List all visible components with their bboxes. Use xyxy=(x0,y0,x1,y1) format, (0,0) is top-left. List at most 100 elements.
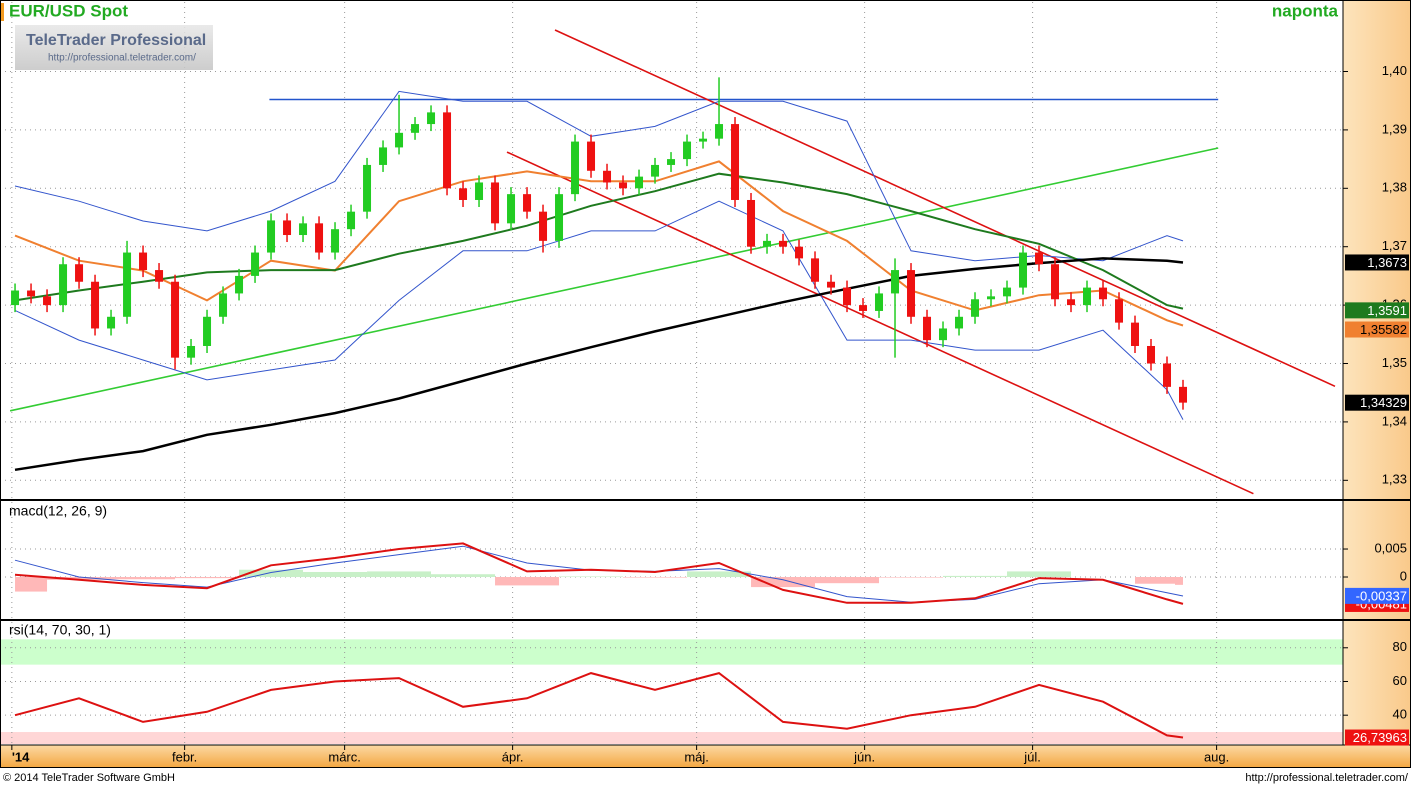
indicator-line xyxy=(14,172,1184,310)
y-tick-label: 60 xyxy=(1393,673,1407,688)
candle-body xyxy=(171,281,180,358)
candle-body xyxy=(27,290,36,297)
candle-body xyxy=(907,270,916,317)
candle-body xyxy=(299,223,308,236)
histogram-bar xyxy=(175,577,240,579)
price-marker-label: 1,3673 xyxy=(1367,255,1407,270)
candle-body xyxy=(683,141,692,160)
histogram-bar xyxy=(751,577,816,588)
plot-layer: 1,331,341,351,361,371,381,391,4000,00540… xyxy=(0,2,1407,744)
candle-body xyxy=(763,240,772,247)
candle-body xyxy=(139,252,148,271)
price-marker xyxy=(1345,394,1409,411)
candle-body xyxy=(1131,322,1140,346)
y-tick-label: 80 xyxy=(1393,639,1407,654)
x-tick-label: márc. xyxy=(328,749,361,764)
histogram-bar xyxy=(879,577,944,578)
candle-body xyxy=(1163,363,1172,387)
candle-body xyxy=(731,124,740,200)
footer-url: http://professional.teletrader.com/ xyxy=(1245,772,1409,784)
histogram-bar xyxy=(495,577,560,586)
candle-body xyxy=(795,246,804,259)
candle-body xyxy=(587,141,596,171)
candle-body xyxy=(1035,252,1044,265)
price-marker-label: 26,73963 xyxy=(1353,730,1407,745)
histogram-bar xyxy=(303,571,368,578)
histogram-bar xyxy=(623,577,688,578)
candle-body xyxy=(203,316,212,346)
candle-body xyxy=(315,223,324,253)
candle-body xyxy=(11,290,20,306)
price-marker xyxy=(1345,587,1409,604)
candle-body xyxy=(1003,287,1012,297)
x-tick-label: ápr. xyxy=(502,749,524,764)
candle-body xyxy=(155,270,164,282)
histogram-bar xyxy=(431,574,496,578)
y-tick-label: 1,34 xyxy=(1382,413,1407,428)
histogram-bar xyxy=(47,577,112,580)
histogram-bar xyxy=(687,571,752,578)
candle-body xyxy=(891,270,900,294)
logo-url: http://professional.teletrader.com/ xyxy=(48,53,196,64)
candle-body xyxy=(1179,386,1188,403)
candle-body xyxy=(123,252,132,317)
candle-body xyxy=(715,124,724,139)
candle-body xyxy=(475,182,484,200)
zone xyxy=(0,732,1343,744)
y-tick-label: 1,33 xyxy=(1382,472,1407,487)
x-tick-label: '14 xyxy=(12,749,30,764)
candle-body xyxy=(827,281,836,288)
candle-body xyxy=(635,176,644,189)
candle-body xyxy=(923,316,932,341)
histogram-bar xyxy=(111,577,176,580)
candle-body xyxy=(571,141,580,195)
trend-line xyxy=(554,29,1336,388)
candle-body xyxy=(395,132,404,148)
price-marker xyxy=(1345,729,1409,746)
histogram-bar xyxy=(559,576,624,578)
candle-body xyxy=(699,138,708,142)
indicator-line xyxy=(14,672,1184,739)
histogram-bar xyxy=(1007,571,1072,578)
candle-body xyxy=(219,293,228,317)
logo-title: TeleTrader Professional xyxy=(26,32,206,49)
indicator-line xyxy=(14,200,1184,420)
chart-subtitle: naponta xyxy=(1272,1,1339,20)
candle-body xyxy=(779,240,788,247)
y-tick-label: 1,37 xyxy=(1382,238,1407,253)
candle-body xyxy=(1147,345,1156,364)
panel-title: macd(12, 26, 9) xyxy=(9,503,107,519)
histogram-bar xyxy=(239,569,304,578)
candle-body xyxy=(987,296,996,300)
candle-body xyxy=(955,316,964,329)
price-marker xyxy=(1345,321,1409,338)
y-tick-label: 1,38 xyxy=(1382,180,1407,195)
indicator-line xyxy=(14,257,1184,472)
logo-box xyxy=(15,25,213,70)
candle-body xyxy=(667,159,676,165)
candle-body xyxy=(235,275,244,294)
candle-body xyxy=(363,164,372,212)
candle-body xyxy=(1083,287,1092,306)
x-tick-label: júl. xyxy=(1023,749,1041,764)
x-tick-label: febr. xyxy=(172,749,197,764)
candle-body xyxy=(91,281,100,329)
indicator-line xyxy=(14,90,1184,262)
candle-body xyxy=(507,194,516,224)
y-tick-label: 0 xyxy=(1400,568,1407,583)
candle-body xyxy=(555,194,564,241)
histogram-bar xyxy=(1135,577,1176,584)
candle-body xyxy=(107,316,116,329)
candle-body xyxy=(331,229,340,253)
candle-body xyxy=(875,293,884,311)
histogram-bar xyxy=(943,575,1008,578)
title-mark xyxy=(0,3,4,21)
candle-body xyxy=(747,199,756,247)
candle-body xyxy=(491,182,500,224)
panel-title: rsi(14, 70, 30, 1) xyxy=(9,622,111,638)
histogram-bar xyxy=(367,571,432,578)
candle-body xyxy=(59,264,68,306)
histogram-bar xyxy=(15,577,48,592)
trend-line xyxy=(506,151,1254,495)
